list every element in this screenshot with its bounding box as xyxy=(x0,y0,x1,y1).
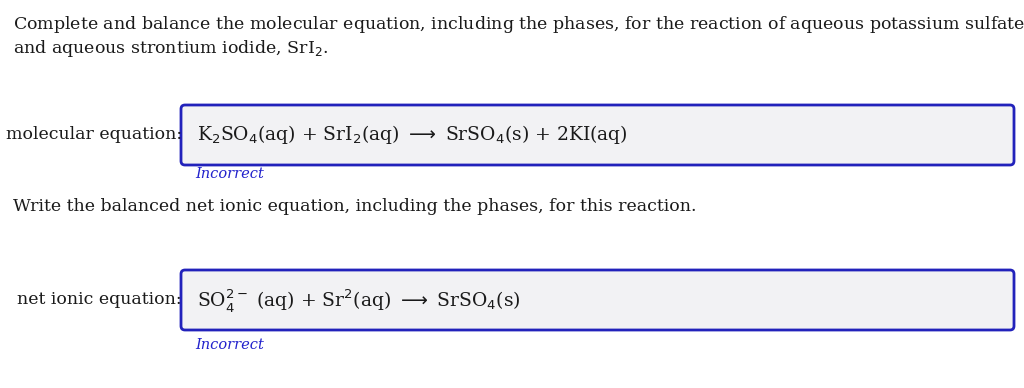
FancyBboxPatch shape xyxy=(181,105,1014,165)
Text: molecular equation:: molecular equation: xyxy=(6,126,182,144)
Text: Incorrect: Incorrect xyxy=(195,338,264,352)
Text: net ionic equation:: net ionic equation: xyxy=(17,291,182,308)
Text: Write the balanced net ionic equation, including the phases, for this reaction.: Write the balanced net ionic equation, i… xyxy=(13,198,696,215)
Text: Incorrect: Incorrect xyxy=(195,167,264,181)
FancyBboxPatch shape xyxy=(181,270,1014,330)
Text: and aqueous strontium iodide, SrI$_2$.: and aqueous strontium iodide, SrI$_2$. xyxy=(13,38,329,59)
Text: Complete and balance the molecular equation, including the phases, for the react: Complete and balance the molecular equat… xyxy=(13,14,1024,35)
Text: K$_2$SO$_4$(aq) + SrI$_2$(aq) $\longrightarrow$ SrSO$_4$(s) + 2KI(aq): K$_2$SO$_4$(aq) + SrI$_2$(aq) $\longrigh… xyxy=(197,123,628,147)
Text: SO$_4^{2-}$ (aq) + Sr$^2$(aq) $\longrightarrow$ SrSO$_4$(s): SO$_4^{2-}$ (aq) + Sr$^2$(aq) $\longrigh… xyxy=(197,286,520,314)
